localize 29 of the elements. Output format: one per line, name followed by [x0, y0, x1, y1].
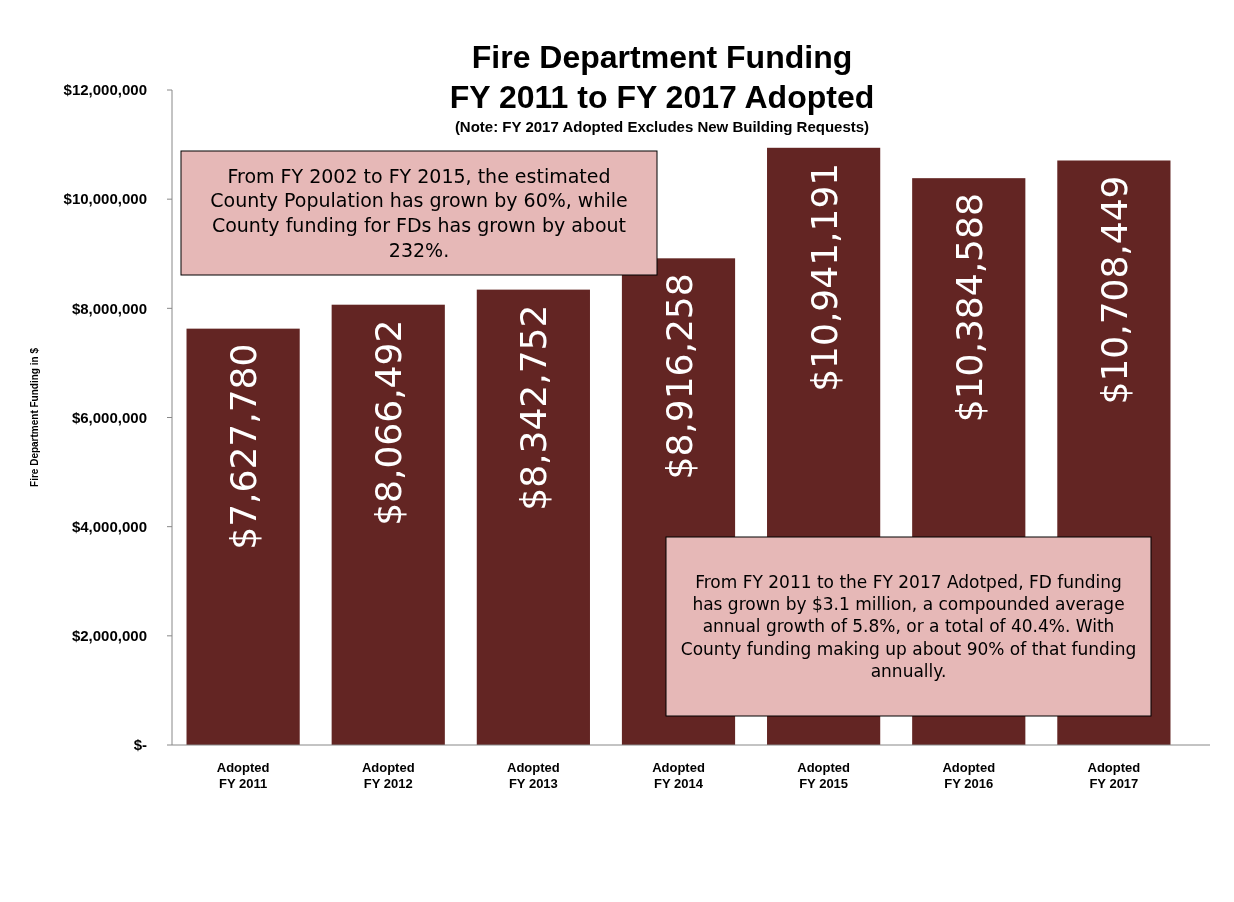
bar: [331, 304, 445, 745]
y-tick-label: $8,000,000: [71, 299, 147, 317]
y-tick-label: $12,000,000: [63, 81, 147, 99]
y-tick-label: $4,000,000: [71, 517, 147, 535]
x-tick-label: Adopted FY 2017: [1087, 760, 1141, 791]
x-tick-label: Adopted FY 2012: [361, 760, 415, 791]
bar: [476, 289, 590, 745]
data-label: $10,941,191: [803, 162, 845, 392]
y-tick-label: $2,000,000: [71, 627, 147, 645]
x-tick-label: Adopted FY 2011: [216, 760, 270, 791]
x-tick-label: Adopted FY 2014: [652, 760, 705, 791]
note-box: From FY 2002 to FY 2015, the estimated County Population has grown by 60%, while County funding for FDs has grown by about 232%.: [180, 150, 658, 276]
note-box: From FY 2011 to the FY 2017 Adotped, FD funding has grown by $3.1 million, a compounded average annual growth of 5.8%, or a total of 40.4%. With County funding making up about 90% of that funding annually.: [665, 536, 1152, 717]
x-tick-label: Adopted FY 2013: [507, 760, 560, 791]
x-tick-label: Adopted FY 2015: [797, 760, 851, 791]
data-label: $8,342,752: [513, 304, 555, 511]
y-tick-label: $6,000,000: [71, 408, 147, 426]
data-label: $8,066,492: [368, 319, 410, 526]
x-tick-label: Adopted FY 2016: [942, 760, 996, 791]
y-tick-label: $10,000,000: [63, 190, 147, 208]
y-tick-label: $-: [133, 736, 147, 754]
data-label: $7,627,780: [223, 343, 265, 550]
data-label: $10,708,449: [1093, 175, 1135, 405]
bar: [186, 328, 300, 745]
chart-title: Fire Department Funding FY 2011 to FY 2017 Adopted: [449, 39, 875, 115]
data-label: $8,916,258: [658, 273, 700, 480]
y-axis-title: Fire Department Funding in $: [29, 347, 40, 487]
data-label: $10,384,588: [948, 193, 990, 423]
text: (Note: FY 2017 Adopted Excludes New Building Requests): [454, 118, 870, 135]
